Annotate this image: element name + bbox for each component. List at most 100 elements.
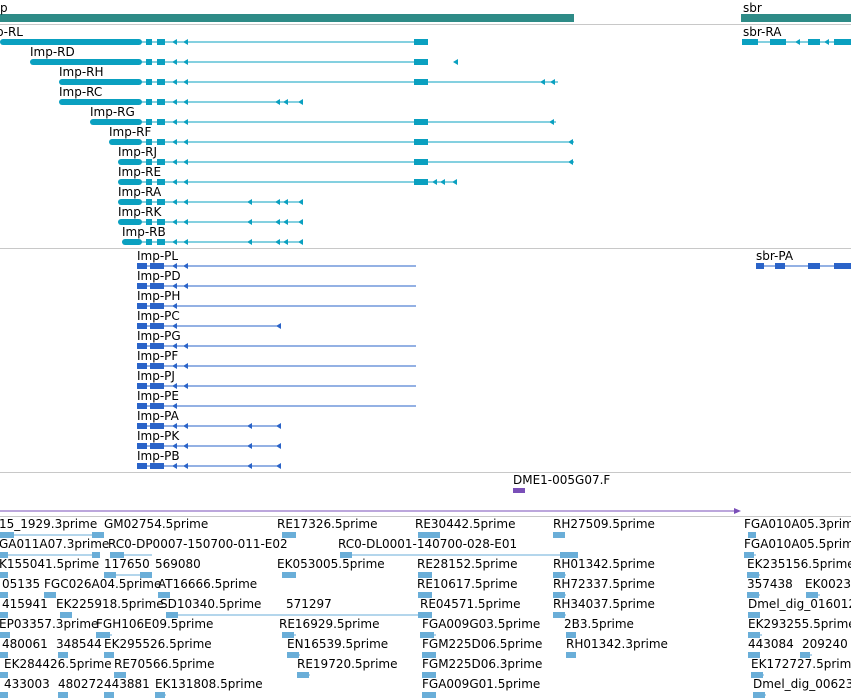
transcript-exon — [0, 39, 142, 45]
strand-arrow-icon — [298, 199, 303, 205]
cdna-label: EK235156.5prime — [747, 557, 851, 571]
cdna-label: GA011A07.3prime — [0, 537, 110, 551]
strand-arrow-icon — [183, 159, 188, 165]
transcript-exon — [414, 79, 428, 85]
protein-block — [150, 443, 164, 449]
transcript-exon — [157, 219, 165, 225]
protein-label: Imp-PC — [137, 309, 180, 323]
transcript-exon — [808, 39, 820, 45]
transcript-exon — [157, 119, 165, 125]
strand-arrow-icon — [172, 79, 177, 85]
reagent-block — [513, 488, 525, 493]
strand-arrow-icon — [172, 159, 177, 165]
transcript-exon — [742, 39, 758, 45]
cdna-label: RC0-DL0001-140700-028-E01 — [338, 537, 518, 551]
strand-arrow-icon — [283, 239, 288, 245]
transcript-exon — [414, 179, 428, 185]
reagent-label: DME1-005G07.F — [513, 473, 611, 487]
strand-arrow-icon — [172, 423, 177, 429]
strand-arrow-icon — [183, 119, 188, 125]
protein-block — [137, 443, 147, 449]
cdna-block — [340, 552, 352, 558]
strand-arrow-icon — [172, 179, 177, 185]
cdna-block — [747, 572, 759, 578]
cdna-block — [418, 572, 432, 578]
protein-label: Imp-PL — [137, 249, 179, 263]
cdna-label: 569080 — [155, 557, 201, 571]
cdna-block — [553, 572, 565, 578]
cdna-block — [418, 592, 432, 598]
strand-arrow-icon — [183, 59, 188, 65]
strand-arrow-icon — [247, 239, 252, 245]
transcript-exon — [118, 199, 142, 205]
protein-block — [137, 383, 147, 389]
cdna-label: EK0023 — [805, 577, 851, 591]
cdna-block — [282, 532, 296, 538]
protein-label: Imp-PE — [137, 389, 179, 403]
transcript-label: Imp-RG — [90, 105, 135, 119]
transcript-exon — [122, 239, 142, 245]
transcript-label: sbr-RA — [743, 25, 782, 39]
gene-bar-imp[interactable] — [0, 14, 574, 22]
strand-arrow-icon — [247, 199, 252, 205]
strand-arrow-icon — [283, 99, 288, 105]
transcript-label: Imp-RH — [59, 65, 104, 79]
cdna-block — [92, 532, 104, 538]
cdna-label: K155041.5prime — [0, 557, 100, 571]
strand-arrow-icon — [172, 239, 177, 245]
strand-arrow-icon — [568, 139, 573, 145]
protein-label: Imp-PJ — [137, 369, 175, 383]
cdna-label: RE04571.5prime — [420, 597, 521, 611]
cdna-block — [422, 652, 436, 658]
gene-bar-sbr[interactable] — [741, 14, 851, 22]
track-separator — [0, 248, 851, 249]
strand-arrow-icon — [568, 159, 573, 165]
protein-block — [137, 343, 147, 349]
cdna-label: RH27509.5prime — [553, 517, 655, 531]
cdna-label: RH72337.5prime — [553, 577, 655, 591]
transcript-exon — [146, 219, 152, 225]
cdna-block — [553, 592, 565, 598]
protein-block — [808, 263, 820, 269]
strand-arrow-icon — [183, 343, 188, 349]
transcript-exon — [109, 139, 142, 145]
cdna-block — [282, 632, 294, 638]
cdna-block — [566, 652, 576, 658]
strand-arrow-icon — [247, 443, 252, 449]
transcript-exon — [59, 99, 142, 105]
cdna-block — [0, 672, 8, 678]
cdna-label: 443881 — [104, 677, 150, 691]
cdna-block — [60, 612, 72, 618]
protein-block — [150, 463, 164, 469]
transcript-exon — [146, 39, 152, 45]
transcript-exon — [146, 99, 152, 105]
cdna-label: EN16539.5prime — [287, 637, 389, 651]
strand-arrow-icon — [172, 39, 177, 45]
cdna-block — [0, 592, 8, 598]
strand-arrow-icon — [172, 59, 177, 65]
track-separator — [0, 472, 851, 473]
strand-arrow-icon — [183, 99, 188, 105]
protein-block — [150, 283, 164, 289]
cdna-block — [553, 532, 565, 538]
cdna-block — [140, 572, 152, 578]
strand-arrow-icon — [183, 283, 188, 289]
cdna-block — [92, 552, 100, 558]
cdna-block — [0, 532, 14, 538]
strand-arrow-icon — [172, 443, 177, 449]
protein-block — [137, 323, 147, 329]
strand-arrow-icon — [183, 139, 188, 145]
transcript-exon — [157, 159, 165, 165]
strand-arrow-icon — [432, 179, 437, 185]
transcript-exon — [157, 99, 165, 105]
cdna-label: FGM225D06.3prime — [422, 657, 543, 671]
cdna-label: 357438 — [747, 577, 793, 591]
cdna-label: EK293255.5prime — [748, 617, 851, 631]
gene-label-imp: p — [0, 1, 8, 15]
transcript-exon — [157, 139, 165, 145]
cdna-label: FGM225D06.5prime — [422, 637, 543, 651]
strand-arrow-icon — [172, 343, 177, 349]
cdna-block — [0, 552, 8, 558]
strand-arrow-icon — [298, 219, 303, 225]
